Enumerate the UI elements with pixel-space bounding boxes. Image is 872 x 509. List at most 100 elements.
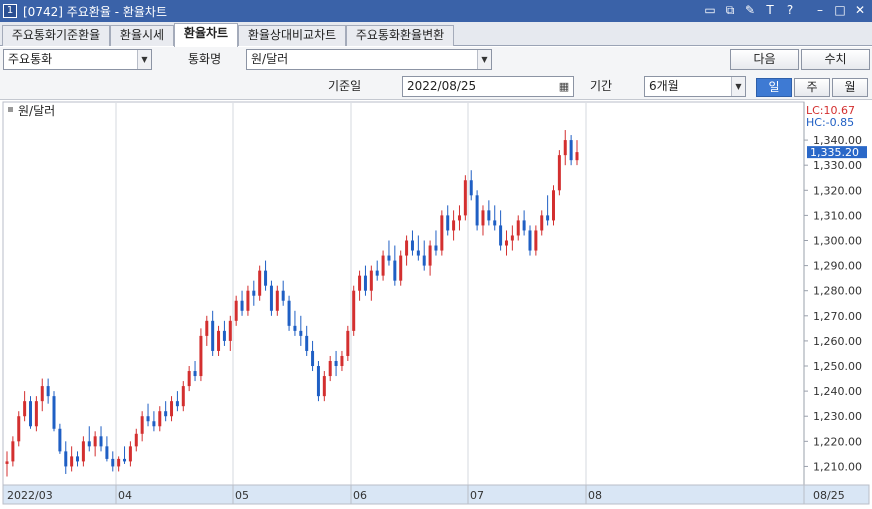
tool-icon[interactable]: ✎ [744,3,756,17]
tab-relative-chart[interactable]: 환율상대비교차트 [238,25,346,46]
y-tick-label: 1,310.00 [813,209,862,222]
candle [193,360,197,382]
candle [334,350,338,377]
link-icon[interactable]: ▭ [704,3,716,17]
interval-month-button[interactable]: 월 [832,78,868,97]
interval-week-button[interactable]: 주 [794,78,830,97]
candle-body [469,180,473,196]
tab-base-rate[interactable]: 주요통화기준환율 [2,25,110,46]
title-bar: 1 [0742] 주요환율 - 환율차트 ▭ ⧉ ✎ T ? – □ ✕ [0,0,872,22]
hc-label: HC:-0.85 [806,116,854,129]
candle-body [211,320,215,351]
chevron-down-icon[interactable]: ▼ [137,50,151,69]
chevron-down-icon[interactable]: ▼ [477,50,491,69]
next-button[interactable]: 다음 [730,49,799,70]
tab-rate-quote[interactable]: 환율시세 [110,25,174,46]
window-icon[interactable]: ⧉ [725,3,735,17]
title-icons: ▭ ⧉ ✎ T ? – □ ✕ [702,2,868,19]
candle [146,403,150,427]
candle-body [551,190,555,221]
candle [152,411,156,432]
candle-body [29,401,33,427]
candle [240,290,244,316]
candle [534,225,538,256]
candle-body [87,441,91,447]
candle [222,320,226,346]
candlestick-chart[interactable]: 1,210.00 1,220.00 1,230.00 1,240.00 1,250.00… [0,100,872,506]
minimize-icon[interactable]: – [817,3,823,17]
candle [87,426,91,452]
candle [528,225,532,256]
question-icon[interactable]: ? [786,3,794,17]
candle [34,396,38,432]
candle-body [264,270,268,286]
candle [11,436,15,467]
candle-body [369,270,373,291]
candle [446,205,450,236]
candle-body [475,195,479,226]
currency-select[interactable]: 원/달러 ▼ [246,49,492,70]
candle-body [434,245,438,251]
y-tick-label: 1,270.00 [813,310,862,323]
x-tick-label: 07 [470,489,484,502]
candle [164,401,168,422]
numeric-button[interactable]: 수치 [801,49,870,70]
candle-body [111,458,115,467]
candle [199,328,203,382]
maximize-icon[interactable]: □ [834,3,846,17]
candle-body [175,401,179,407]
candle-body [299,330,303,336]
candle [422,240,426,271]
candle [187,366,191,392]
candle-body [534,230,538,251]
x-tick-label: 2022/03 [7,489,53,502]
candle-body [375,270,379,276]
candle [457,205,461,231]
x-tick-label: 06 [353,489,367,502]
chart-area[interactable]: 1,210.00 1,220.00 1,230.00 1,240.00 1,250.00… [0,100,872,506]
candle [299,315,303,346]
currency-group-value: 주요통화 [8,52,53,66]
candle [293,310,297,336]
candle [40,378,44,412]
interval-day-button[interactable]: 일 [756,78,792,97]
candle [563,130,567,166]
period-select[interactable]: 6개월 ▼ [644,76,746,97]
candle-body [70,456,74,467]
tab-rate-chart[interactable]: 환율차트 [174,23,238,47]
candle-body [557,155,561,191]
close-icon[interactable]: ✕ [854,3,866,17]
tab-bar: 주요통화기준환율 환율시세 환율차트 환율상대비교차트 주요통화환율변환 [0,22,872,47]
currency-group-select[interactable]: 주요통화 ▼ [3,49,152,70]
candle [557,150,561,196]
text-icon[interactable]: T [766,3,774,17]
candle-body [99,436,103,447]
candle-body [287,300,291,326]
candle-body [275,290,279,311]
candle-body [340,355,344,367]
candle-body [405,240,409,256]
candle [123,446,127,464]
candle-body [76,456,80,462]
candle [405,235,409,266]
candle [258,265,262,301]
candle [551,185,555,226]
candle-body [516,220,520,236]
candle [393,245,397,286]
chevron-down-icon[interactable]: ▼ [731,77,745,96]
window-number: 1 [3,4,17,18]
candle [105,436,109,462]
candle-body [540,215,544,231]
y-tick-label: 1,250.00 [813,360,862,373]
candle-body [452,220,456,231]
candle-body [481,210,485,226]
tab-rate-converter[interactable]: 주요통화환율변환 [346,25,454,46]
candle [469,170,473,201]
candle [29,396,33,429]
candle [434,230,438,256]
base-date-field[interactable]: 2022/08/25 ▦ [402,76,574,97]
candle-body [52,396,56,429]
candle-body [316,366,320,397]
calendar-icon[interactable]: ▦ [558,80,570,93]
candle [387,240,391,266]
